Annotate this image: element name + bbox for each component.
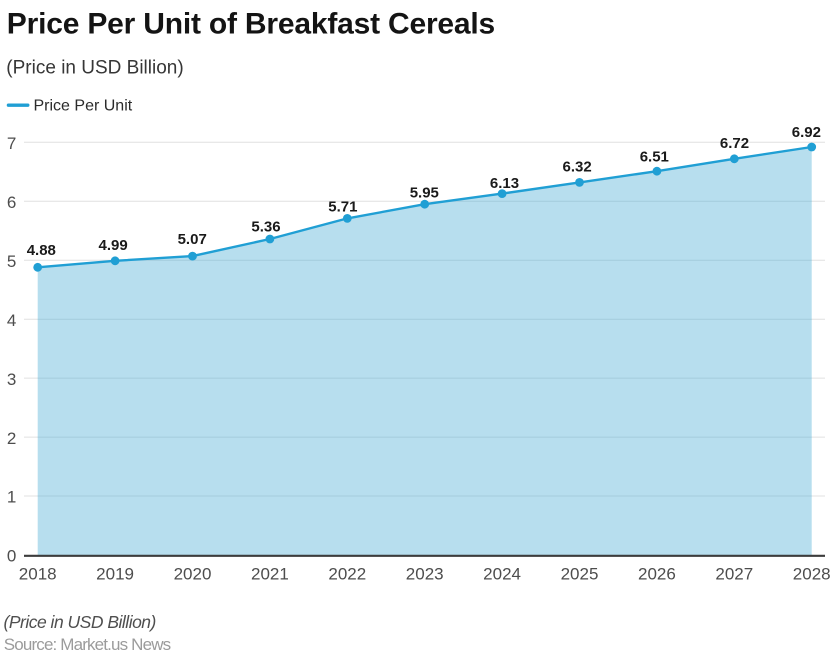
svg-text:2019: 2019 bbox=[96, 564, 134, 583]
svg-text:6.32: 6.32 bbox=[562, 158, 591, 175]
svg-text:Price Per Unit of Breakfast Ce: Price Per Unit of Breakfast Cereals bbox=[7, 8, 495, 41]
svg-text:2023: 2023 bbox=[406, 564, 444, 583]
svg-text:1: 1 bbox=[7, 488, 16, 507]
svg-text:4.88: 4.88 bbox=[27, 242, 56, 259]
svg-text:6.92: 6.92 bbox=[792, 124, 821, 141]
svg-text:(Price in USD Billion): (Price in USD Billion) bbox=[4, 612, 156, 632]
svg-text:5: 5 bbox=[7, 252, 16, 271]
svg-text:5.36: 5.36 bbox=[251, 219, 280, 236]
svg-text:(Price in USD Billion): (Price in USD Billion) bbox=[6, 57, 183, 78]
svg-text:2027: 2027 bbox=[715, 564, 753, 583]
svg-text:5.07: 5.07 bbox=[178, 231, 207, 248]
svg-text:2024: 2024 bbox=[483, 564, 521, 583]
svg-text:4.99: 4.99 bbox=[98, 237, 127, 254]
svg-text:5.71: 5.71 bbox=[328, 199, 357, 216]
svg-text:2020: 2020 bbox=[174, 564, 212, 583]
svg-text:2028: 2028 bbox=[793, 564, 831, 583]
svg-text:7: 7 bbox=[7, 134, 16, 153]
svg-text:Price Per Unit: Price Per Unit bbox=[34, 98, 133, 115]
svg-text:0: 0 bbox=[7, 547, 16, 566]
svg-text:Source: Market.us News: Source: Market.us News bbox=[4, 635, 171, 654]
svg-text:6.72: 6.72 bbox=[720, 135, 749, 152]
svg-text:5.95: 5.95 bbox=[410, 185, 439, 202]
svg-text:2: 2 bbox=[7, 429, 16, 448]
svg-text:2025: 2025 bbox=[561, 564, 599, 583]
svg-text:2018: 2018 bbox=[19, 564, 57, 583]
svg-text:6: 6 bbox=[7, 193, 16, 212]
svg-text:6.13: 6.13 bbox=[490, 175, 519, 192]
svg-text:4: 4 bbox=[7, 311, 16, 330]
svg-text:2022: 2022 bbox=[328, 564, 366, 583]
svg-text:2021: 2021 bbox=[251, 564, 289, 583]
svg-text:6.51: 6.51 bbox=[640, 148, 669, 165]
svg-text:3: 3 bbox=[7, 370, 16, 389]
svg-text:2026: 2026 bbox=[638, 564, 676, 583]
